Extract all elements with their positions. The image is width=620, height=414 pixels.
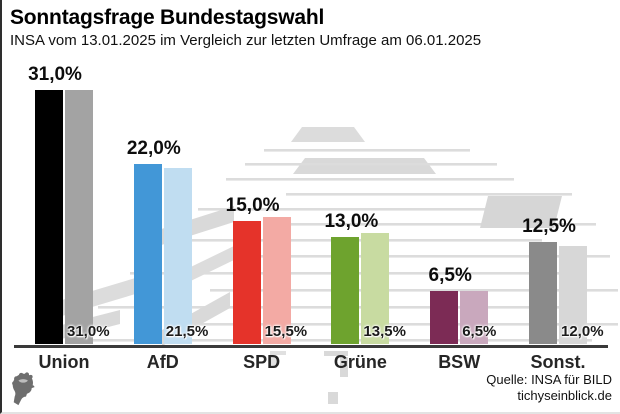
source-credit: Quelle: INSA für BILD tichyseinblick.de bbox=[486, 372, 612, 404]
value-label-grune-current: 13,0% bbox=[324, 211, 379, 233]
bar-sonst-current bbox=[529, 241, 557, 344]
bar-union-previous bbox=[65, 89, 93, 344]
value-label-bsw-previous: 6,5% bbox=[462, 323, 497, 340]
bar-union-current bbox=[35, 89, 63, 344]
bar-afd-current bbox=[133, 163, 162, 344]
value-label-sonst-current: 12,5% bbox=[522, 215, 576, 237]
bar-bsw-previous bbox=[460, 290, 489, 344]
page-subtitle: INSA vom 13.01.2025 im Vergleich zur let… bbox=[10, 32, 482, 49]
value-label-spd-previous: 15,5% bbox=[264, 323, 308, 340]
value-label-spd-current: 15,0% bbox=[225, 195, 280, 216]
category-label-sonst: Sonst. bbox=[530, 352, 586, 372]
bar-grune-current bbox=[331, 237, 360, 344]
bar-spd-previous bbox=[262, 216, 291, 344]
value-label-grune-previous: 13,5% bbox=[363, 323, 406, 340]
x-axis-line bbox=[14, 345, 608, 348]
bar-spd-current bbox=[232, 221, 261, 344]
header: Sonntagsfrage Bundestagswahl INSA vom 13… bbox=[10, 4, 481, 50]
source-line-1: Quelle: INSA für BILD bbox=[486, 372, 612, 387]
bar-bsw-current bbox=[430, 290, 459, 344]
tichys-einblick-minerva-head-logo bbox=[12, 372, 35, 406]
bar-sonst-previous bbox=[559, 245, 587, 344]
category-label-grune: Grüne bbox=[333, 352, 387, 372]
value-label-bsw-current: 6,5% bbox=[428, 264, 472, 286]
value-label-union-previous: 31,0% bbox=[67, 323, 110, 340]
value-label-sonst-previous: 12,0% bbox=[561, 323, 604, 340]
source-line-2: tichyseinblick.de bbox=[517, 388, 612, 403]
page-title: Sonntagsfrage Bundestagswahl bbox=[10, 6, 325, 29]
category-label-union: Union bbox=[38, 352, 90, 372]
category-label-bsw: BSW bbox=[438, 352, 481, 372]
bar-afd-previous bbox=[163, 167, 192, 344]
value-label-afd-previous: 21,5% bbox=[165, 323, 209, 340]
value-label-union-current: 31,0% bbox=[28, 63, 82, 85]
value-label-afd-current: 22,0% bbox=[126, 137, 181, 159]
category-label-spd: SPD bbox=[243, 352, 281, 372]
category-label-afd: AfD bbox=[146, 352, 179, 372]
bar-grune-previous bbox=[361, 233, 390, 344]
